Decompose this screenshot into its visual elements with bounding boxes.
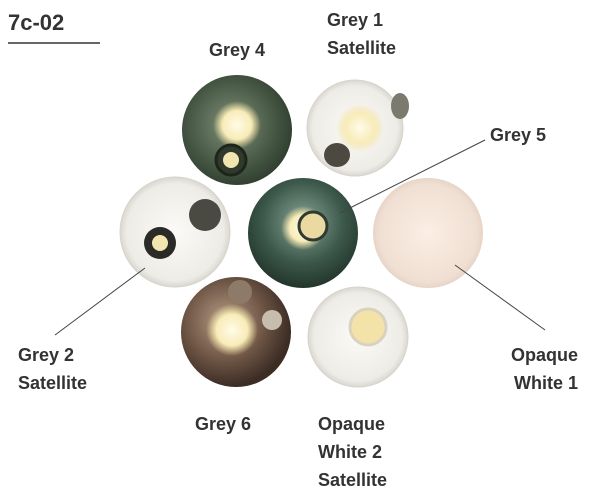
label: White 1 (514, 373, 578, 393)
diagram: 7c-02 Grey 4 Grey 1 Satellite Grey 5 Gre… (0, 0, 592, 491)
label: Grey 6 (195, 414, 251, 434)
label: Satellite (327, 38, 396, 58)
label: Grey 2 (18, 345, 74, 365)
label: Grey 4 (209, 40, 265, 60)
label: Grey 5 (490, 125, 546, 145)
globes (120, 75, 483, 387)
label: Opaque (318, 414, 385, 434)
leader-line (455, 265, 545, 330)
header-title: 7c-02 (8, 10, 64, 35)
label: White 2 (318, 442, 382, 462)
globe-grey-2-satellite (120, 177, 230, 287)
leader-line (55, 268, 145, 335)
label: Satellite (318, 470, 387, 490)
label: Grey 1 (327, 10, 383, 30)
globe-opaque-white-1 (373, 178, 483, 288)
label: Opaque (511, 345, 578, 365)
label: Satellite (18, 373, 87, 393)
